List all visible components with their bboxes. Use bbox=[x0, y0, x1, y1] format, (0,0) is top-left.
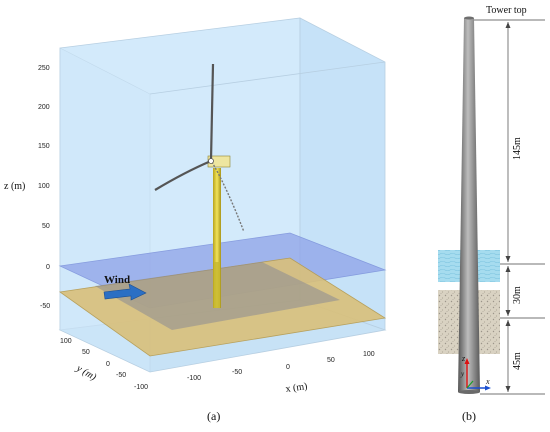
z-tick-200: 200 bbox=[38, 104, 50, 111]
y-tick-50: 50 bbox=[82, 349, 90, 356]
wind-arrow-icon bbox=[103, 283, 147, 301]
coordinate-triad-icon: z y x bbox=[460, 354, 491, 391]
x-tick-100: 100 bbox=[363, 351, 375, 358]
panel-a: Wind 250 200 150 100 50 0 -50 z (m) 100 … bbox=[4, 17, 387, 423]
z-tick-50: 50 bbox=[42, 223, 50, 230]
y-axis-label: y (m) bbox=[74, 363, 99, 384]
panel-a-caption: (a) bbox=[207, 409, 220, 423]
z-tick-100: 100 bbox=[38, 183, 50, 190]
dim-upper-label: 145m bbox=[512, 137, 523, 160]
z-tick-neg50: -50 bbox=[40, 303, 50, 310]
z-tick-150: 150 bbox=[38, 143, 50, 150]
x-tick-0: 0 bbox=[286, 364, 290, 371]
rotor-hub bbox=[208, 158, 214, 164]
x-tick-neg100: -100 bbox=[187, 375, 201, 382]
dim-lower-label: 45m bbox=[512, 352, 523, 370]
y-tick-neg50: -50 bbox=[116, 372, 126, 379]
panel-b-caption: (b) bbox=[462, 409, 476, 423]
monopile-below-sea bbox=[214, 262, 220, 308]
turbine-tower bbox=[213, 168, 221, 308]
y-axis-ticks: 100 50 0 -50 -100 bbox=[60, 338, 148, 391]
x-axis-label: x (m) bbox=[285, 381, 308, 395]
y-tick-0: 0 bbox=[106, 361, 110, 368]
tower-top-cap bbox=[464, 16, 474, 20]
z-axis-label: z (m) bbox=[4, 181, 25, 192]
rotor-blade-up bbox=[209, 63, 215, 161]
tower-structure bbox=[458, 18, 480, 392]
y-tick-neg100: -100 bbox=[134, 384, 148, 391]
dim-middle-label: 30m bbox=[512, 286, 523, 304]
z-tick-250: 250 bbox=[38, 65, 50, 72]
axis-x-label: x bbox=[485, 377, 490, 386]
rotor-blade-right bbox=[211, 161, 245, 233]
z-tick-0: 0 bbox=[46, 264, 50, 271]
x-tick-neg50: -50 bbox=[232, 369, 242, 376]
panel-b: Tower top 145m 30m 45m z y x (b) bbox=[438, 5, 545, 423]
tower-base-cap bbox=[458, 390, 480, 394]
axis-y-label: y bbox=[460, 370, 465, 378]
y-tick-100: 100 bbox=[60, 338, 72, 345]
x-tick-50: 50 bbox=[327, 357, 335, 364]
rotor-blade-left bbox=[154, 159, 212, 191]
z-axis-ticks: 250 200 150 100 50 0 -50 bbox=[38, 65, 50, 310]
wind-label: Wind bbox=[104, 274, 130, 286]
x-axis-ticks: -100 -50 0 50 100 bbox=[187, 351, 375, 382]
tower-top-label: Tower top bbox=[486, 5, 527, 16]
axis-z-label: z bbox=[461, 354, 466, 363]
